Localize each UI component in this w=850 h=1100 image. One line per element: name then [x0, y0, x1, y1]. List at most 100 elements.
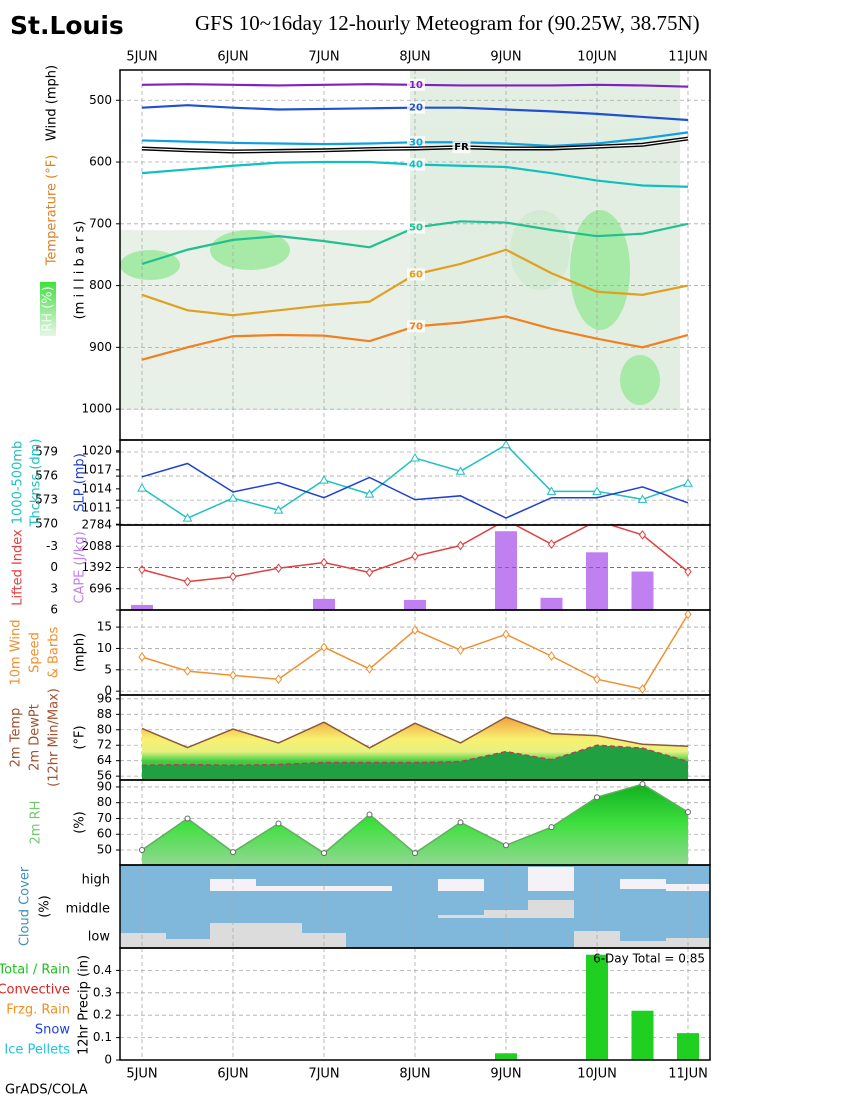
- axis-label: 2m RH: [29, 801, 44, 845]
- y-tick-label: 72: [97, 738, 112, 752]
- y-tick-label: 50: [97, 843, 112, 857]
- series-line: [141, 462, 689, 519]
- label-bg: [452, 141, 471, 154]
- label-bg: [407, 320, 425, 333]
- date-label-bottom: 11JUN: [668, 1067, 708, 1082]
- axis-label: (%): [38, 895, 53, 918]
- y-tick-label: 3: [50, 581, 58, 595]
- cloud-blocks: [120, 865, 710, 948]
- y-tick-label: 0: [104, 684, 112, 698]
- y-tick-label: 80: [97, 722, 112, 736]
- y-tick-label: 700: [89, 216, 112, 230]
- y2-tick-label: 1017: [81, 462, 112, 476]
- cloud-level: middle: [66, 902, 110, 917]
- series-line: [141, 716, 689, 749]
- annotation: 6-Day Total = 0.85: [593, 952, 705, 966]
- panel: [120, 780, 710, 865]
- label-bg: [407, 136, 425, 149]
- date-label-top: 10JUN: [577, 50, 617, 65]
- panel: [120, 440, 710, 525]
- axis-label: Lifted Index: [11, 529, 26, 606]
- date-label-top: 11JUN: [668, 50, 708, 65]
- y-tick-label: 0: [50, 560, 58, 574]
- legend-entry: Ice Pellets: [4, 1043, 70, 1058]
- axis-label: Cloud Cover: [18, 866, 33, 946]
- y-tick-label: 579: [35, 445, 58, 459]
- axis-label: CAPE (J/kg): [73, 531, 88, 603]
- marker: [456, 645, 465, 655]
- marker: [592, 486, 602, 495]
- y-tick-label: 573: [35, 493, 58, 507]
- marker: [365, 567, 374, 578]
- contour-label: 20: [409, 103, 423, 114]
- y-tick-label: 88: [97, 707, 112, 721]
- panel: [120, 695, 710, 780]
- y-tick-label: 6: [50, 603, 58, 617]
- date-label-bottom: 5JUN: [126, 1067, 157, 1082]
- marker: [412, 850, 418, 857]
- axis-label: Thcknss (dm): [29, 439, 44, 528]
- bar: [586, 954, 608, 1060]
- rh-key: [40, 282, 56, 336]
- y-tick-label: 570: [35, 517, 58, 531]
- axis-label: (%): [73, 811, 88, 834]
- marker: [684, 566, 692, 577]
- marker: [501, 440, 511, 449]
- axis-label: (12hr Min/Max): [47, 688, 62, 787]
- marker: [139, 847, 145, 854]
- date-label-bottom: 6JUN: [217, 1067, 248, 1082]
- marker: [273, 505, 284, 514]
- date-label-bottom: 9JUN: [490, 1067, 521, 1082]
- marker: [685, 809, 691, 816]
- marker: [593, 674, 601, 685]
- date-label-bottom: 8JUN: [399, 1067, 430, 1082]
- label-bg: [407, 221, 425, 234]
- y2-tick-label: 696: [89, 581, 112, 595]
- marker: [456, 540, 465, 551]
- y-tick-label: 0: [104, 1053, 112, 1067]
- y-tick-label: 600: [89, 155, 112, 169]
- y-tick-label: 800: [89, 278, 112, 292]
- panel-border: [119, 947, 711, 1061]
- marker: [684, 610, 692, 620]
- date-label-top: 8JUN: [399, 50, 430, 65]
- contour-label: 30: [409, 137, 423, 148]
- y-tick-label: 0.3: [93, 985, 112, 999]
- marker: [594, 794, 600, 801]
- y-tick-label: 90: [97, 779, 112, 793]
- y2-tick-label: 2088: [81, 539, 112, 553]
- axis-label: 12hr Precip (in): [77, 955, 92, 1055]
- marker: [548, 824, 555, 831]
- axis-label: Speed: [28, 632, 43, 673]
- marker: [183, 576, 192, 587]
- axis-label: & Barbs: [47, 627, 62, 679]
- y-tick-label: 0.4: [93, 963, 112, 977]
- marker: [137, 483, 147, 492]
- bar: [631, 1010, 654, 1060]
- panel: [120, 948, 710, 1060]
- marker: [411, 551, 419, 562]
- marker: [547, 651, 556, 661]
- bar: [404, 599, 426, 610]
- marker: [182, 513, 193, 522]
- marker: [639, 781, 646, 788]
- marker: [138, 652, 146, 662]
- marker: [410, 453, 420, 462]
- label-bg: [407, 101, 425, 114]
- marker: [457, 819, 464, 826]
- panel: [120, 610, 710, 695]
- marker: [364, 489, 375, 498]
- marker: [411, 625, 419, 635]
- y-tick-label: -3: [46, 539, 58, 553]
- cloud-level: high: [82, 873, 110, 888]
- y-tick-label: 80: [97, 795, 112, 809]
- marker: [228, 493, 238, 502]
- axis-label: (mph): [73, 633, 88, 672]
- marker: [229, 571, 237, 582]
- y-tick-label: 576: [35, 469, 58, 483]
- label-bg: [407, 78, 425, 91]
- line-halo: [141, 137, 689, 153]
- marker: [365, 664, 374, 674]
- bar: [677, 1033, 699, 1060]
- y-tick-label: 500: [89, 93, 112, 107]
